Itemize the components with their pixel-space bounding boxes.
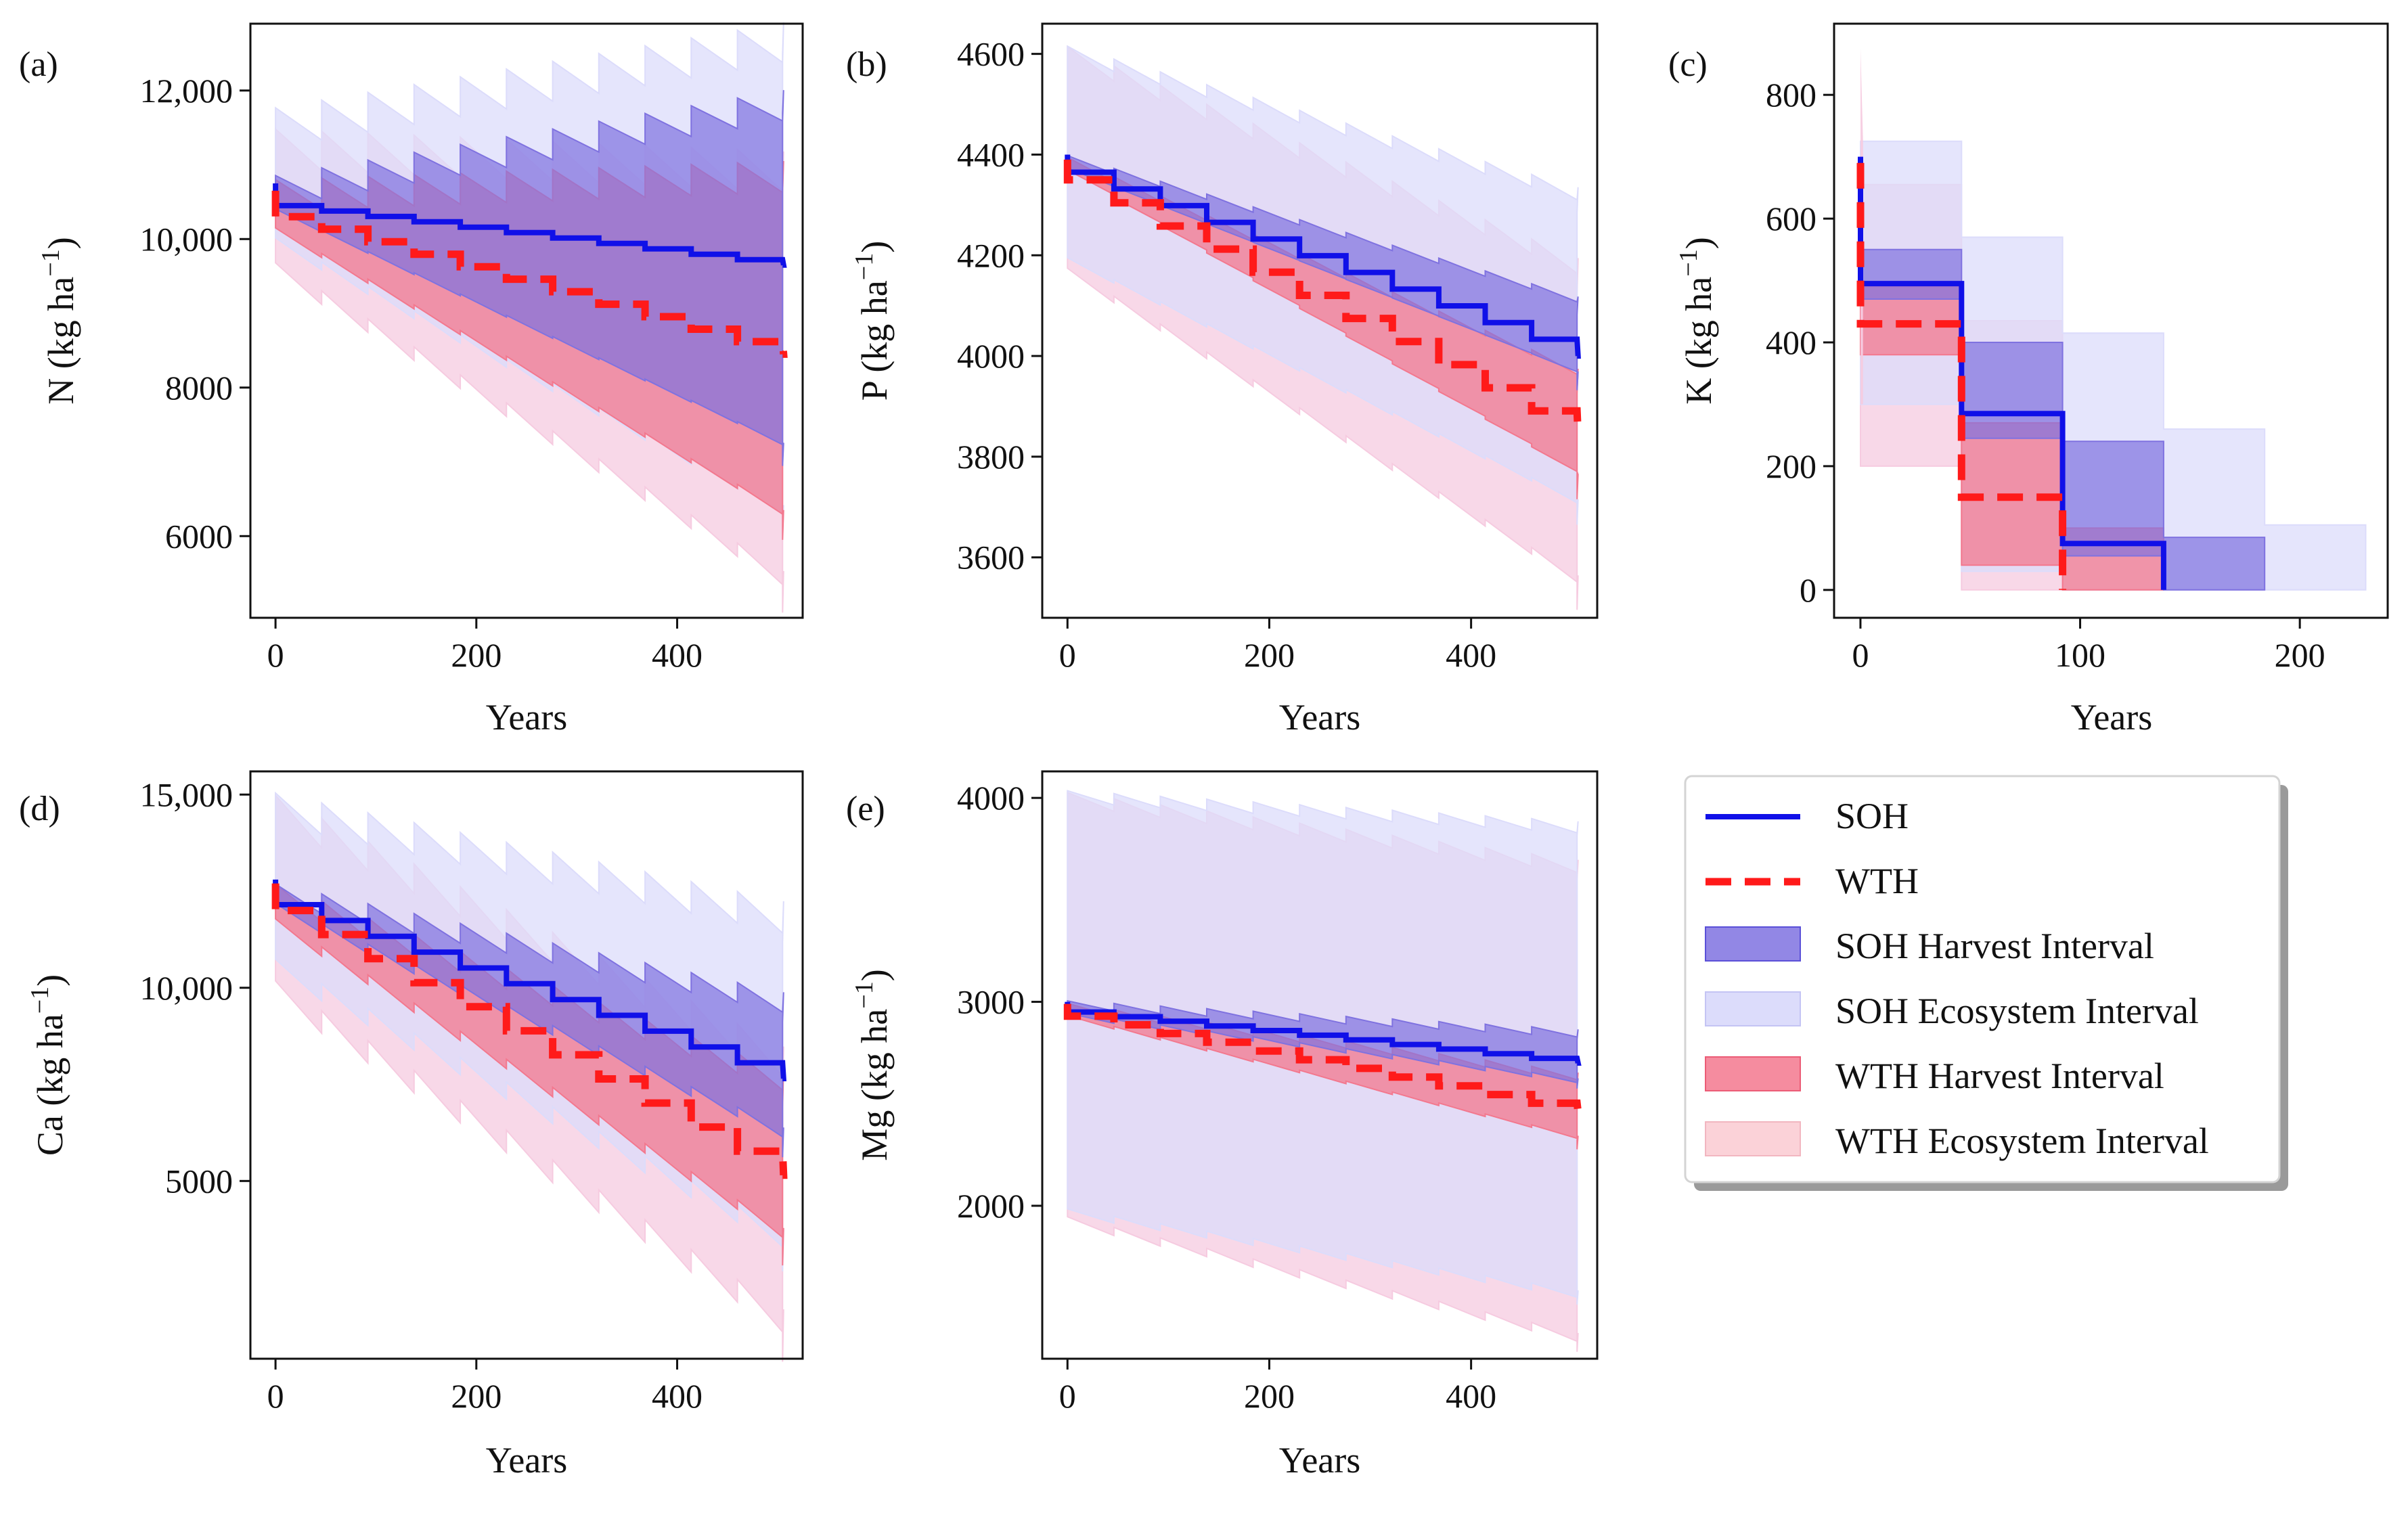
panel-d-frame [249,770,804,1360]
legend-wth-ecosystem-label: WTH Ecosystem Interval [1835,1121,2209,1161]
panel-b-ytick-label: 3800 [957,438,1025,476]
panel-a-xlabel: Years [486,697,568,738]
panel-a-ylabel: N (kg ha−1) [37,237,81,404]
panel-d-xtick-label: 200 [451,1377,501,1415]
panel-c-ticks: 0 100 200 0 200 400 600 800 [1766,76,2325,674]
panel-c-xlabel: Years [2071,697,2153,738]
panel-a-xtick-label: 200 [451,636,501,674]
panel-c-ytick-label: 200 [1766,447,1816,485]
panel-b-xtick-label: 200 [1244,636,1295,674]
panel-c: (c) 0 100 200 0 200 400 600 800 Years K (kg ha−… [1668,22,2389,738]
legend-soh-ecosystem-swatch [1705,991,1801,1026]
panel-a-ytick-label: 12,000 [140,72,233,110]
panel-e-ylabel: Mg (kg ha−1) [850,969,895,1160]
panel-a-ytick-label: 6000 [165,517,233,555]
panel-a: 0 200 400 6000 8000 10,000 12,000 (a) Years N … [19,22,804,738]
panel-c-series [1856,48,2367,591]
panel-d-soh-line [273,879,787,1081]
panel-e-wth-line [1063,1003,1582,1116]
panel-c-wth-line [1856,162,2067,590]
panel-b-series [1063,45,1582,610]
panel-b-xlabel: Years [1279,697,1361,738]
panel-e-ytick-label: 2000 [957,1187,1025,1225]
legend-wth-harvest-label: WTH Harvest Interval [1835,1056,2164,1096]
panel-e-frame [1041,770,1599,1360]
panel-b-ylabel: P (kg ha−1) [850,241,895,401]
legend-wth-harvest-swatch [1705,1056,1801,1091]
panel-c-ytick-label: 400 [1766,323,1816,361]
panel-b-xtick-label: 400 [1446,636,1496,674]
panel-a-xtick-label: 0 [267,636,284,674]
panel-e: (e) 0 200 400 2000 3000 4000 Years Mg (kg ha−… [846,770,1599,1481]
panel-a-ytick-label: 8000 [165,369,233,407]
panel-d-xtick-label: 0 [267,1377,284,1415]
panel-d-ytick-label: 15,000 [140,775,233,813]
panel-b-soh-line [1065,154,1581,359]
panel-e-soh-line [1065,1001,1582,1066]
panel-d-xtick-label: 400 [652,1377,703,1415]
panel-c-soh-line [1858,156,2166,590]
legend-soh-label: SOH [1835,796,1909,836]
legend-soh-harvest-label: SOH Harvest Interval [1835,926,2154,966]
panel-d-label: (d) [19,790,60,828]
panel-a-wth-line [271,190,788,358]
panel-b-ytick-label: 4600 [957,35,1025,73]
panel-d-wth-line [271,883,788,1179]
panel-a-series [271,22,788,613]
panel-d-ylabel: Ca (kg ha−1) [26,974,70,1156]
panel-b-ytick-label: 4000 [957,337,1025,375]
legend: SOH WTH SOH Harvest Interval SOH Ecosyst… [1684,775,2288,1191]
panel-c-ytick-label: 600 [1766,200,1816,238]
legend-wth-ecosystem-swatch [1705,1121,1801,1156]
panel-e-xtick-label: 0 [1059,1377,1076,1415]
panel-b-frame [1041,22,1599,619]
panel-d-ytick-label: 5000 [165,1162,233,1200]
panel-b-label: (b) [846,45,887,84]
legend-soh-ecosystem-label: SOH Ecosystem Interval [1835,991,2199,1031]
panel-a-xtick-label: 400 [652,636,703,674]
legend-box [1684,775,2281,1183]
panel-c-xtick-label: 200 [2275,636,2325,674]
panel-a-frame [249,22,804,619]
legend-soh-harvest-swatch [1705,926,1801,962]
panel-a-label: (a) [19,45,58,84]
panel-c-xtick-label: 100 [2055,636,2105,674]
panel-a-ticks: 0 200 400 6000 8000 10,000 12,000 [140,72,703,674]
panel-e-xtick-label: 400 [1446,1377,1496,1415]
panel-e-series [1063,790,1582,1352]
panel-a-ytick-label: 10,000 [140,220,233,258]
panel-b: (b) 0 200 400 3600 3800 4000 4200 4400 4600 Year… [846,22,1599,738]
panel-d: (d) 0 200 400 5000 10,000 15,000 Years Ca (kg… [19,770,804,1481]
panel-e-xtick-label: 200 [1244,1377,1295,1415]
panel-c-label: (c) [1668,45,1708,84]
panel-c-frame [1833,22,2389,619]
panel-d-ticks: 0 200 400 5000 10,000 15,000 [140,775,703,1415]
panel-e-ytick-label: 4000 [957,779,1025,817]
panel-d-ytick-label: 10,000 [140,969,233,1007]
panel-b-wth-line [1063,159,1582,438]
panel-b-ticks: 0 200 400 3600 3800 4000 4200 4400 4600 [957,35,1496,674]
panel-e-xlabel: Years [1279,1440,1361,1481]
panel-c-xtick-label: 0 [1852,636,1869,674]
panel-b-ytick-label: 4200 [957,236,1025,274]
panel-c-ytick-label: 0 [1800,571,1816,609]
panel-b-ytick-label: 4400 [957,135,1025,173]
panel-a-soh-harvest-band [275,90,784,466]
panel-b-xtick-label: 0 [1059,636,1076,674]
panel-b-ytick-label: 3600 [957,539,1025,577]
panel-e-ticks: 0 200 400 2000 3000 4000 [957,779,1496,1415]
legend-wth-label: WTH [1835,861,1919,901]
panel-e-label: (e) [846,790,885,828]
panel-c-ytick-label: 800 [1766,76,1816,114]
panel-b-soh-harvest-band [1067,154,1579,390]
panel-d-xlabel: Years [486,1440,568,1481]
panel-d-series [271,791,788,1362]
panel-e-ytick-label: 3000 [957,983,1025,1021]
panel-a-soh-line [273,183,787,268]
panel-c-ylabel: K (kg ha−1) [1674,237,1719,404]
